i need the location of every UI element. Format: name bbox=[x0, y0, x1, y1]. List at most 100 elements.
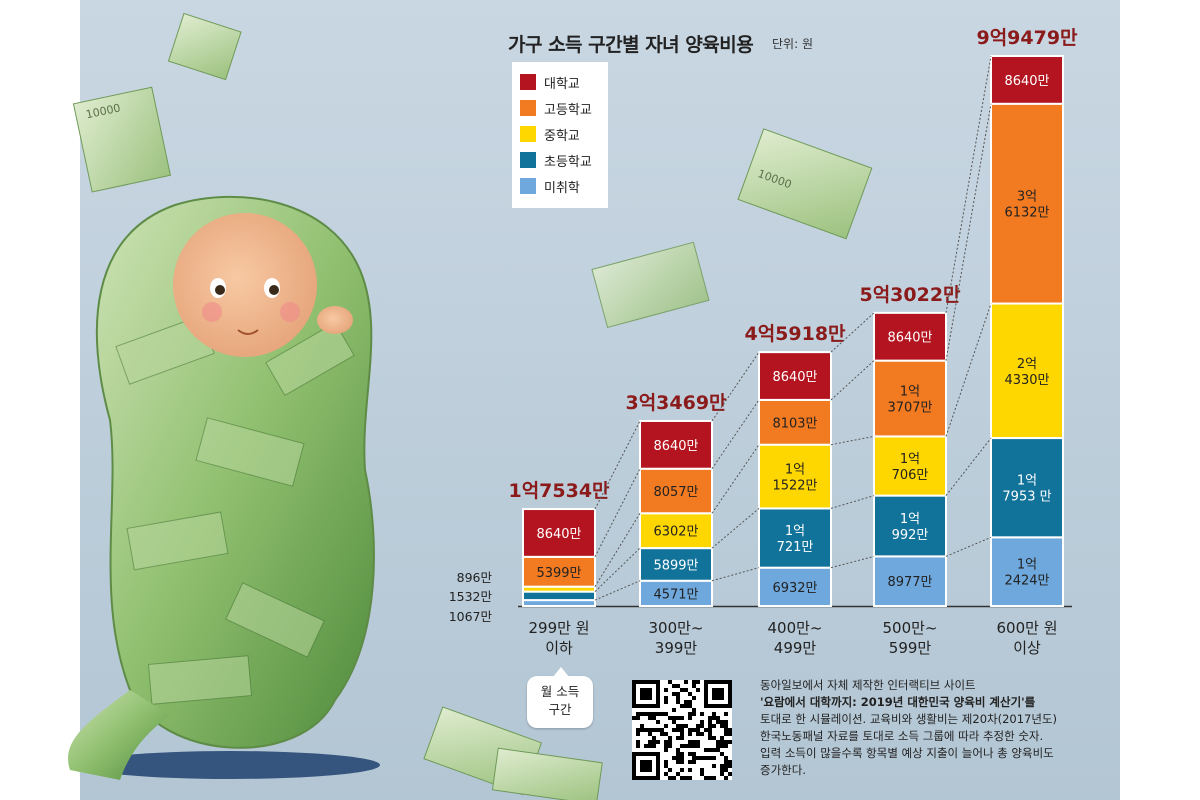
qr-module bbox=[720, 744, 724, 748]
qr-module bbox=[728, 728, 732, 732]
qr-module bbox=[676, 692, 680, 696]
qr-module bbox=[668, 768, 672, 772]
bar-segment bbox=[990, 302, 1064, 440]
axis-note-line: 구간 bbox=[548, 702, 572, 717]
connector-line bbox=[830, 495, 875, 509]
bar-value-label: 6302만 bbox=[653, 525, 698, 540]
qr-module bbox=[712, 776, 716, 780]
qr-module bbox=[708, 716, 712, 720]
chart-title: 가구 소득 구간별 자녀 양육비용 bbox=[508, 34, 754, 56]
bar-value-label: 8640만 bbox=[772, 370, 817, 385]
qr-module bbox=[700, 768, 704, 772]
qr-module bbox=[648, 728, 652, 732]
qr-module bbox=[652, 728, 656, 732]
qr-module bbox=[680, 744, 684, 748]
bar-value-label: 8640만 bbox=[536, 527, 581, 542]
bar-total-label: 3억3469만 bbox=[625, 392, 727, 414]
qr-module bbox=[676, 752, 680, 756]
qr-module bbox=[688, 768, 692, 772]
legend-label: 대학교 bbox=[544, 77, 580, 92]
qr-module bbox=[692, 760, 696, 764]
connector-line bbox=[945, 303, 992, 437]
qr-module bbox=[668, 680, 672, 684]
qr-module bbox=[704, 756, 708, 760]
qr-module bbox=[672, 684, 676, 688]
connector-line bbox=[711, 351, 760, 422]
connector-line bbox=[830, 555, 875, 569]
qr-module bbox=[700, 732, 704, 736]
qr-module bbox=[664, 772, 668, 776]
qr-module bbox=[664, 700, 668, 704]
qr-module bbox=[648, 732, 652, 736]
footnote-line: 한국노동패널 자료를 토대로 소득 그룹에 따라 추정한 숫자. bbox=[760, 729, 1044, 743]
qr-module bbox=[720, 768, 724, 772]
qr-module bbox=[712, 712, 716, 716]
qr-module bbox=[668, 716, 672, 720]
qr-code-icon[interactable] bbox=[632, 680, 732, 780]
qr-module bbox=[712, 756, 716, 760]
wrap-banknotes bbox=[115, 315, 355, 705]
qr-module bbox=[696, 744, 700, 748]
qr-module bbox=[676, 696, 680, 700]
qr-module bbox=[720, 752, 724, 756]
bar-segment bbox=[639, 579, 713, 608]
qr-module bbox=[680, 768, 684, 772]
bar-value-label: 8640만 bbox=[653, 439, 698, 454]
bar-value-label: 1억 bbox=[785, 463, 805, 478]
legend-label: 중학교 bbox=[544, 129, 580, 144]
bar-value-label: 3707만 bbox=[887, 401, 932, 416]
qr-module bbox=[636, 740, 640, 744]
bar-value-label: 6132만 bbox=[1004, 206, 1049, 221]
qr-module bbox=[676, 736, 680, 740]
qr-module bbox=[712, 736, 716, 740]
side-value-label: 1532만 bbox=[449, 589, 493, 604]
bar-total-label: 9억9479만 bbox=[976, 27, 1078, 49]
qr-module bbox=[660, 728, 664, 732]
qr-module bbox=[640, 724, 644, 728]
qr-module bbox=[708, 724, 712, 728]
qr-module bbox=[724, 744, 728, 748]
qr-module bbox=[708, 756, 712, 760]
qr-module bbox=[656, 728, 660, 732]
qr-module bbox=[708, 748, 712, 752]
qr-module bbox=[724, 728, 728, 732]
bar-segment bbox=[522, 508, 596, 558]
qr-module bbox=[724, 756, 728, 760]
qr-module bbox=[688, 740, 692, 744]
qr-module bbox=[688, 704, 692, 708]
qr-module bbox=[680, 724, 684, 728]
qr-module bbox=[680, 728, 684, 732]
qr-module bbox=[692, 744, 696, 748]
qr-module bbox=[688, 700, 692, 704]
bar-value-label: 992만 bbox=[892, 528, 929, 543]
connector-line bbox=[594, 468, 641, 558]
legend: 대학교 고등학교 중학교 초등학교 미취학 bbox=[512, 62, 608, 208]
bar-value-label: 5399만 bbox=[536, 566, 581, 581]
bar-total-label: 1억7534만 bbox=[508, 480, 610, 502]
qr-module bbox=[712, 716, 716, 720]
qr-module bbox=[664, 744, 668, 748]
bar-segment bbox=[758, 351, 832, 401]
qr-module bbox=[684, 704, 688, 708]
qr-module bbox=[728, 772, 732, 776]
qr-module bbox=[700, 724, 704, 728]
bar-value-label: 8103만 bbox=[772, 416, 817, 431]
qr-module bbox=[708, 736, 712, 740]
qr-module bbox=[724, 724, 728, 728]
qr-module bbox=[676, 700, 680, 704]
qr-module bbox=[676, 756, 680, 760]
bar-value-label: 1억 bbox=[785, 524, 805, 539]
qr-module bbox=[676, 684, 680, 688]
side-value-label: 1067만 bbox=[449, 609, 493, 624]
qr-module bbox=[680, 756, 684, 760]
qr-module bbox=[684, 776, 688, 780]
qr-module bbox=[696, 688, 700, 692]
qr-module bbox=[688, 716, 692, 720]
qr-module bbox=[664, 732, 668, 736]
qr-module bbox=[692, 752, 696, 756]
bar-value-label: 1522만 bbox=[772, 479, 817, 494]
footnote-line: 토대로 한 시뮬레이션. 교육비와 생활비는 제20차(2017년도) bbox=[760, 712, 1057, 726]
bar-value-label: 1억 bbox=[1017, 474, 1037, 489]
qr-module bbox=[684, 724, 688, 728]
